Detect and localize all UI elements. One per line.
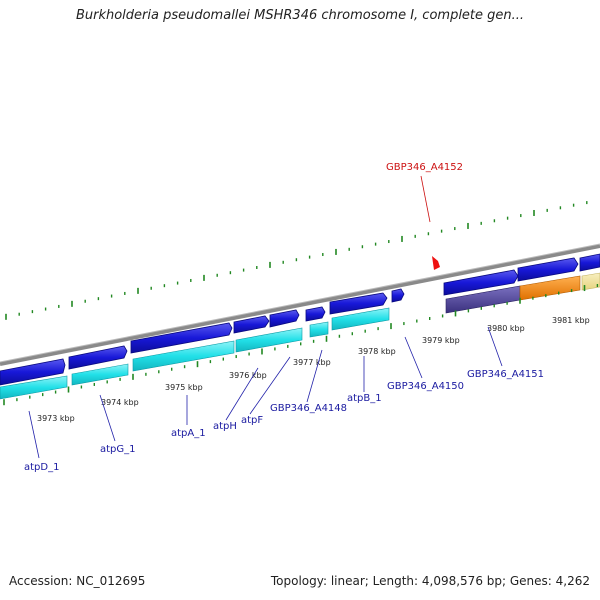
sequence-backbone: [0, 244, 600, 366]
accession-text: Accession: NC_012695: [9, 574, 146, 588]
leader-line: [306, 349, 323, 403]
gene-label[interactable]: atpA_1: [171, 428, 206, 439]
cds-bar[interactable]: [235, 327, 303, 353]
gene-label[interactable]: atpD_1: [24, 462, 59, 473]
gene-arrow[interactable]: [0, 358, 66, 386]
lower-tick-row: [3, 284, 599, 406]
selected-feature-marker[interactable]: [432, 256, 440, 270]
cds-bar[interactable]: [71, 363, 129, 386]
gene-arrow[interactable]: [517, 257, 579, 282]
gene-arrow[interactable]: [269, 309, 300, 328]
map-title: Burkholderia pseudomallei MSHR346 chromo…: [75, 8, 525, 23]
selected-gene-label[interactable]: GBP346_A4152: [386, 162, 463, 173]
ruler-label: 3980 kbp: [487, 324, 525, 333]
gene-label[interactable]: GBP346_A4148: [270, 403, 347, 414]
ruler-label: 3977 kbp: [293, 358, 331, 367]
feature-block-orange[interactable]: [519, 275, 581, 301]
gene-labels: atpD_1 atpG_1 atpA_1 atpH atpF GBP346_A4…: [24, 162, 544, 473]
sequence-backbone-highlight: [0, 243, 600, 363]
ruler-label: 3973 kbp: [37, 414, 75, 423]
ruler-labels: 3973 kbp 3974 kbp 3975 kbp 3976 kbp 3977…: [37, 316, 590, 423]
cds-bar[interactable]: [331, 307, 390, 331]
leader-line: [99, 394, 116, 442]
leader-line: [487, 326, 503, 367]
gene-label[interactable]: GBP346_A4151: [467, 369, 544, 380]
gene-arrow[interactable]: [391, 288, 405, 303]
gene-label[interactable]: atpB_1: [347, 393, 382, 404]
gene-label[interactable]: atpF: [241, 415, 263, 426]
gene-arrow[interactable]: [68, 345, 128, 370]
cds-bar[interactable]: [309, 321, 329, 338]
ruler-label: 3974 kbp: [101, 398, 139, 407]
gene-label[interactable]: atpH: [213, 421, 237, 432]
ruler-label: 3981 kbp: [552, 316, 590, 325]
leader-line: [28, 410, 40, 459]
ruler-label: 3976 kbp: [229, 371, 267, 380]
gene-arrow[interactable]: [233, 315, 270, 334]
gene-arrow[interactable]: [579, 253, 600, 272]
cds-bar[interactable]: [132, 340, 235, 372]
feature-block-yellow[interactable]: [581, 272, 600, 291]
leader-line: [404, 336, 423, 379]
leader-line-selected: [420, 175, 431, 223]
upper-tick-row: [5, 201, 588, 320]
gene-arrow[interactable]: [329, 292, 388, 315]
gene-arrow[interactable]: [130, 322, 233, 354]
gene-arrow[interactable]: [305, 306, 326, 322]
cds-bar[interactable]: [0, 375, 68, 400]
gene-label[interactable]: GBP346_A4150: [387, 381, 464, 392]
gene-label[interactable]: atpG_1: [100, 444, 136, 455]
label-leaders: [28, 175, 503, 459]
cds-track: [0, 272, 600, 400]
genome-summary-text: Topology: linear; Length: 4,098,576 bp; …: [270, 574, 590, 588]
ruler-label: 3978 kbp: [358, 347, 396, 356]
leader-line: [249, 356, 291, 415]
ruler-label: 3979 kbp: [422, 336, 460, 345]
gene-arrow[interactable]: [443, 269, 519, 296]
leader-line: [225, 367, 259, 421]
ruler-label: 3975 kbp: [165, 383, 203, 392]
gene-track: [0, 253, 600, 386]
